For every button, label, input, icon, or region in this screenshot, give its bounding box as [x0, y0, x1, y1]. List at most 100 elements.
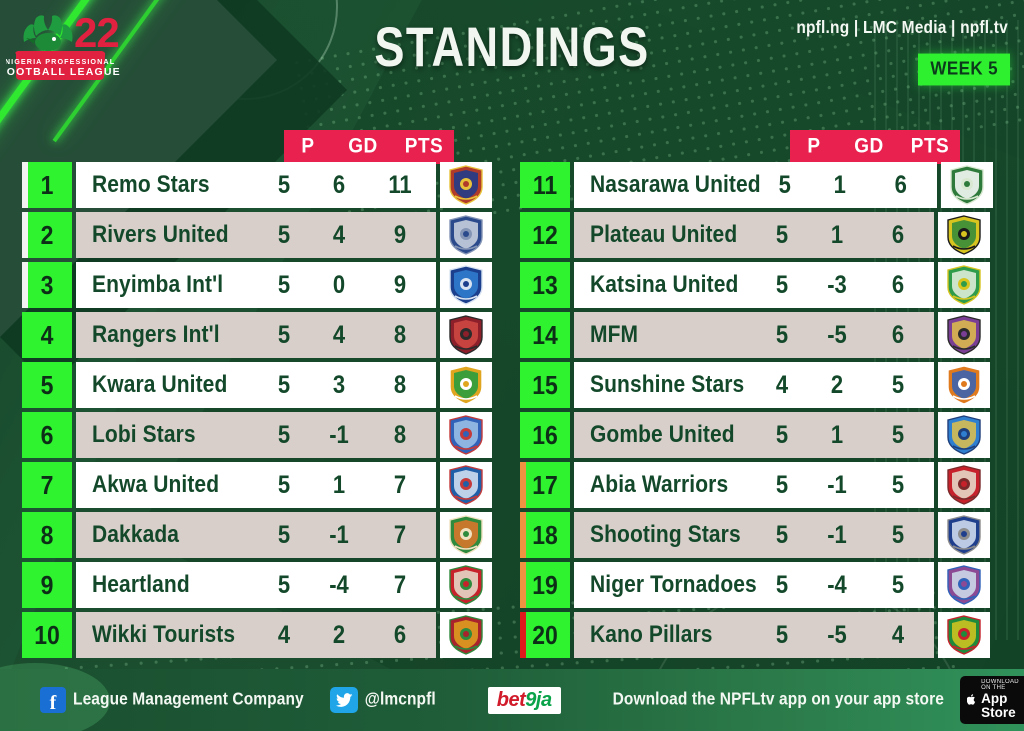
position-marker [520, 162, 526, 208]
position-marker [22, 162, 28, 208]
facebook-link[interactable]: f League Management Company [40, 687, 304, 713]
table-row[interactable]: 19 Niger Tornadoes 5 -4 5 [520, 562, 990, 608]
rank-number: 15 [532, 369, 558, 399]
rank-number: 19 [532, 569, 558, 599]
row-body: Wikki Tourists 4 2 6 [76, 612, 436, 658]
rank-cell: 4 [22, 312, 72, 358]
table-row[interactable]: 20 Kano Pillars 5 -5 4 [520, 612, 990, 658]
team-crest-cell [440, 462, 492, 508]
stat-goal-diff: 0 [332, 270, 346, 299]
rank-number: 3 [40, 269, 54, 299]
rank-cell: 8 [22, 512, 72, 558]
rank-cell: 19 [520, 562, 570, 608]
position-marker [22, 562, 28, 608]
table-row[interactable]: 3 Enyimba Int'l 5 0 9 [22, 262, 492, 308]
twitter-handle: @lmcnpfl [364, 689, 436, 710]
team-crest-cell [440, 312, 492, 358]
stat-goal-diff: -4 [827, 570, 847, 599]
rank-number: 5 [40, 369, 54, 399]
facebook-icon: f [40, 687, 66, 713]
stat-goal-diff: -4 [329, 570, 349, 599]
team-crest-icon [449, 515, 483, 555]
bet9ja-logo[interactable]: bet9ja [487, 686, 561, 714]
table-row[interactable]: 1 Remo Stars 5 6 11 [22, 162, 492, 208]
table-row[interactable]: 6 Lobi Stars 5 -1 8 [22, 412, 492, 458]
npfl-logo: 22 NIGERIA PROFESSIONAL FOOTBALL LEAGUE [6, 4, 124, 88]
stat-points: 9 [393, 220, 407, 249]
team-crest-icon [449, 365, 483, 405]
stat-played: 5 [775, 620, 789, 649]
rank-number: 13 [532, 269, 558, 299]
stat-played: 5 [277, 570, 291, 599]
table-row[interactable]: 9 Heartland 5 -4 7 [22, 562, 492, 608]
stat-goal-diff: 6 [332, 170, 346, 199]
row-body: Rivers United 5 4 9 [76, 212, 436, 258]
stat-played: 5 [775, 220, 789, 249]
table-row[interactable]: 4 Rangers Int'l 5 4 8 [22, 312, 492, 358]
table-row[interactable]: 14 MFM 5 -5 6 [520, 312, 990, 358]
twitter-icon [329, 687, 358, 713]
team-name: Shooting Stars [590, 521, 741, 548]
column-headers-right: P GD PTS [790, 130, 960, 164]
rank-cell: 2 [22, 212, 72, 258]
stat-points: 5 [891, 520, 905, 549]
stat-points: 5 [891, 370, 905, 399]
team-crest-icon [449, 215, 483, 255]
stat-points: 7 [393, 570, 407, 599]
rank-cell: 14 [520, 312, 570, 358]
twitter-link[interactable]: @lmcnpfl [329, 687, 436, 713]
rank-number: 16 [532, 419, 558, 449]
team-crest-cell [938, 462, 990, 508]
table-row[interactable]: 7 Akwa United 5 1 7 [22, 462, 492, 508]
team-crest-cell [940, 162, 993, 208]
rank-cell: 15 [520, 362, 570, 408]
row-body: Sunshine Stars 4 2 5 [574, 362, 934, 408]
stat-goal-diff: -1 [827, 470, 847, 499]
stat-goal-diff: 3 [332, 370, 346, 399]
table-row[interactable]: 15 Sunshine Stars 4 2 5 [520, 362, 990, 408]
team-crest-cell [938, 312, 990, 358]
team-crest-icon [950, 165, 984, 205]
team-crest-cell [440, 212, 492, 258]
stat-goal-diff: 1 [830, 220, 844, 249]
table-row[interactable]: 16 Gombe United 5 1 5 [520, 412, 990, 458]
table-row[interactable]: 10 Wikki Tourists 4 2 6 [22, 612, 492, 658]
rank-cell: 20 [520, 612, 570, 658]
rank-number: 18 [532, 519, 558, 549]
position-marker [22, 312, 28, 358]
rank-cell: 12 [520, 212, 570, 258]
stat-played: 5 [277, 470, 291, 499]
rank-cell: 17 [520, 462, 570, 508]
team-crest-cell [440, 562, 492, 608]
team-name: Rangers Int'l [92, 321, 220, 348]
team-crest-icon [947, 465, 981, 505]
table-row[interactable]: 11 Nasarawa United 5 1 6 [520, 162, 993, 208]
app-store-button[interactable]: Download on the App Store [959, 675, 1024, 725]
stat-played: 5 [277, 320, 291, 349]
rank-cell: 11 [520, 162, 570, 208]
team-name: Wikki Tourists [92, 621, 236, 648]
rank-cell: 6 [22, 412, 72, 458]
stat-points: 6 [891, 270, 905, 299]
stat-goal-diff: 2 [830, 370, 844, 399]
table-row[interactable]: 8 Dakkada 5 -1 7 [22, 512, 492, 558]
stat-goal-diff: -1 [827, 520, 847, 549]
bet9ja-logo-text-1: bet [496, 688, 526, 711]
week-badge: WEEK 5 [918, 53, 1010, 86]
page-title: STANDINGS [374, 15, 650, 78]
table-row[interactable]: 18 Shooting Stars 5 -1 5 [520, 512, 990, 558]
team-name: Sunshine Stars [590, 371, 745, 398]
rank-number: 7 [40, 469, 54, 499]
team-crest-icon [947, 615, 981, 655]
team-name: Kano Pillars [590, 621, 713, 648]
table-row[interactable]: 5 Kwara United 5 3 8 [22, 362, 492, 408]
table-row[interactable]: 13 Katsina United 5 -3 6 [520, 262, 990, 308]
table-row[interactable]: 12 Plateau United 5 1 6 [520, 212, 990, 258]
table-row[interactable]: 2 Rivers United 5 4 9 [22, 212, 492, 258]
stat-points: 8 [393, 420, 407, 449]
column-header-gd: GD [348, 134, 378, 159]
team-name: Niger Tornadoes [590, 571, 757, 598]
table-row[interactable]: 17 Abia Warriors 5 -1 5 [520, 462, 990, 508]
stat-played: 5 [277, 520, 291, 549]
team-name: Heartland [92, 571, 190, 598]
